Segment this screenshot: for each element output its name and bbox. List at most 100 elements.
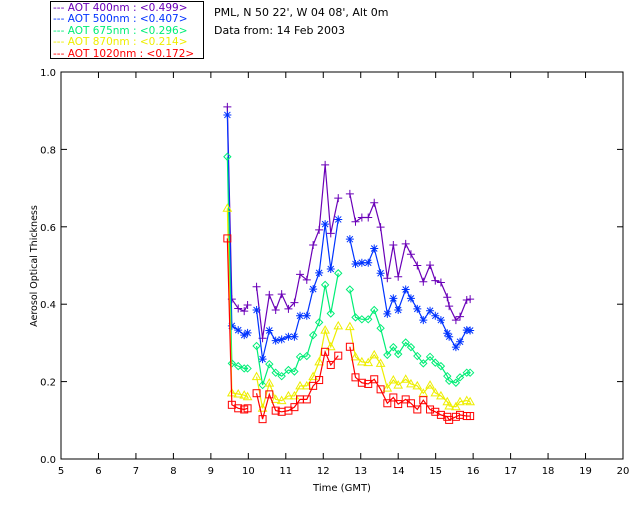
- data-point: [406, 294, 415, 303]
- data-point: [389, 342, 398, 352]
- data-point: [394, 400, 403, 409]
- data-point: [223, 110, 232, 119]
- data-point: [334, 194, 343, 203]
- x-tick-label: 7: [133, 466, 139, 477]
- data-point: [264, 378, 275, 387]
- y-tick-label: 0.2: [40, 378, 56, 389]
- series-aot-870nm: [222, 203, 475, 412]
- data-point: [302, 311, 311, 320]
- data-point: [258, 380, 267, 390]
- data-point: [426, 261, 435, 270]
- data-point: [271, 306, 280, 315]
- x-tick-label: 8: [170, 466, 176, 477]
- data-point: [270, 394, 281, 403]
- data-point: [389, 240, 398, 249]
- data-point: [314, 318, 324, 327]
- data-point: [334, 215, 343, 224]
- data-point: [436, 390, 446, 400]
- data-point: [277, 290, 286, 299]
- data-point: [357, 315, 367, 324]
- series-line: [349, 326, 471, 408]
- data-point: [425, 380, 435, 389]
- data-point: [295, 380, 305, 390]
- data-point: [309, 381, 318, 390]
- data-point: [406, 250, 415, 259]
- data-point: [243, 300, 252, 309]
- data-point: [345, 285, 355, 294]
- data-point: [419, 277, 428, 286]
- data-point: [271, 336, 280, 345]
- data-point: [394, 272, 403, 281]
- data-point: [302, 395, 311, 404]
- data-point: [376, 223, 385, 232]
- data-point: [243, 328, 252, 337]
- data-point: [265, 326, 274, 335]
- data-point: [326, 229, 335, 238]
- data-point: [309, 240, 318, 249]
- x-tick-label: 20: [617, 466, 630, 477]
- data-point: [345, 321, 355, 331]
- data-point: [370, 375, 379, 384]
- data-point: [258, 355, 267, 364]
- data-point: [223, 102, 232, 111]
- data-point: [233, 388, 244, 398]
- series-line: [255, 164, 339, 339]
- data-point: [451, 378, 461, 387]
- data-point: [321, 220, 330, 229]
- x-tick-label: 9: [208, 466, 214, 477]
- data-point: [234, 361, 243, 371]
- data-point: [296, 311, 305, 320]
- series-aot-500nm: [223, 110, 475, 364]
- data-point: [315, 376, 324, 385]
- data-point: [234, 326, 243, 335]
- data-point: [465, 396, 475, 406]
- series-aot-1020nm: [223, 234, 475, 424]
- data-point: [436, 278, 445, 287]
- data-point: [412, 380, 423, 390]
- legend-entry-1020nm: --- AOT 1020nm : <0.172>: [53, 47, 195, 60]
- data-point: [309, 285, 318, 294]
- data-point: [413, 351, 422, 361]
- data-point: [252, 306, 261, 315]
- data-point: [456, 312, 465, 321]
- data-point: [406, 342, 416, 352]
- data-point: [320, 280, 330, 290]
- data-point: [444, 400, 455, 410]
- data-point: [406, 378, 416, 388]
- x-axis-label: Time (GMT): [312, 483, 371, 494]
- data-point: [223, 234, 232, 243]
- data-point: [252, 389, 261, 398]
- series-line: [226, 238, 248, 411]
- data-point: [462, 368, 471, 377]
- x-tick-label: 15: [429, 466, 442, 477]
- x-tick-label: 14: [392, 466, 405, 477]
- series-aot-675nm: [223, 152, 475, 390]
- data-point: [284, 304, 293, 313]
- y-axis-label: Aerosol Optical Thickness: [29, 205, 40, 327]
- data-point: [383, 350, 392, 360]
- data-point: [431, 358, 440, 367]
- data-point: [265, 290, 274, 299]
- data-point: [257, 403, 268, 412]
- data-point: [425, 352, 435, 362]
- data-point: [375, 358, 386, 367]
- y-tick-label: 0.4: [40, 300, 56, 311]
- x-tick-label: 16: [467, 466, 480, 477]
- data-point: [426, 306, 435, 315]
- series-line: [255, 273, 339, 386]
- data-point: [400, 374, 411, 383]
- data-point: [321, 347, 330, 356]
- data-point: [465, 368, 475, 377]
- data-point: [290, 367, 299, 376]
- x-tick-label: 17: [504, 466, 517, 477]
- data-point: [419, 359, 428, 368]
- data-point: [345, 342, 354, 351]
- data-point: [345, 189, 354, 198]
- data-point: [283, 390, 294, 400]
- site-location: PML, N 50 22', W 04 08', Alt 0m: [214, 6, 389, 19]
- data-point: [436, 316, 445, 325]
- data-point: [426, 405, 435, 414]
- data-point: [240, 331, 249, 340]
- data-point: [431, 276, 440, 285]
- data-point: [413, 405, 422, 414]
